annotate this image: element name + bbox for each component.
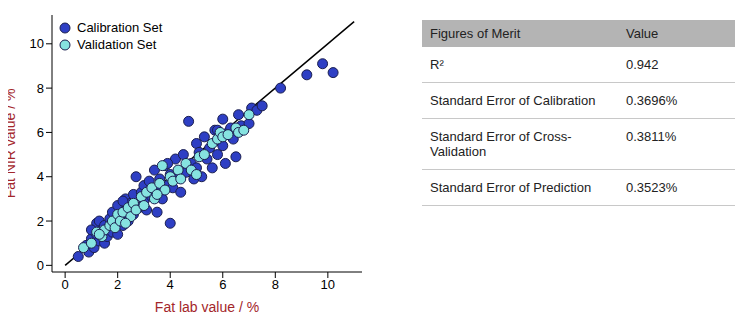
svg-text:10: 10 xyxy=(30,36,44,51)
svg-text:2: 2 xyxy=(37,214,44,229)
html-text:Standard Error of Calibration: Standard Error of Calibration xyxy=(430,93,596,108)
svg-text:2: 2 xyxy=(114,277,121,292)
html-text:0.3523%: 0.3523% xyxy=(626,180,678,195)
svg-text:8: 8 xyxy=(37,81,44,96)
svg-text:0: 0 xyxy=(62,277,69,292)
html-text:Standard Error of Cross-Valida: Standard Error of Cross-Validation xyxy=(430,129,572,159)
svg-text:4: 4 xyxy=(167,277,174,292)
svg-text:Fat NIR value / %: Fat NIR value / % xyxy=(8,89,18,199)
svg-text:8: 8 xyxy=(272,277,279,292)
html-text:R²: R² xyxy=(430,57,444,72)
html-text:Figures of Merit: Figures of Merit xyxy=(430,26,521,41)
svg-text:0: 0 xyxy=(37,258,44,273)
svg-text:Fat lab value / %: Fat lab value / % xyxy=(155,299,259,312)
html-text:0.3696%: 0.3696% xyxy=(626,93,678,108)
html-text:Validation Set: Validation Set xyxy=(77,37,157,52)
html-text:0.3811%: 0.3811% xyxy=(626,129,677,144)
svg-text:6: 6 xyxy=(219,277,226,292)
html-text:Calibration Set: Calibration Set xyxy=(77,20,163,35)
html-text:Standard Error of Prediction: Standard Error of Prediction xyxy=(430,180,592,195)
svg-text:6: 6 xyxy=(37,125,44,140)
html-text:Value: Value xyxy=(626,26,659,41)
html-text:0.942: 0.942 xyxy=(626,57,659,72)
svg-text:10: 10 xyxy=(321,277,335,292)
svg-text:4: 4 xyxy=(37,169,44,184)
